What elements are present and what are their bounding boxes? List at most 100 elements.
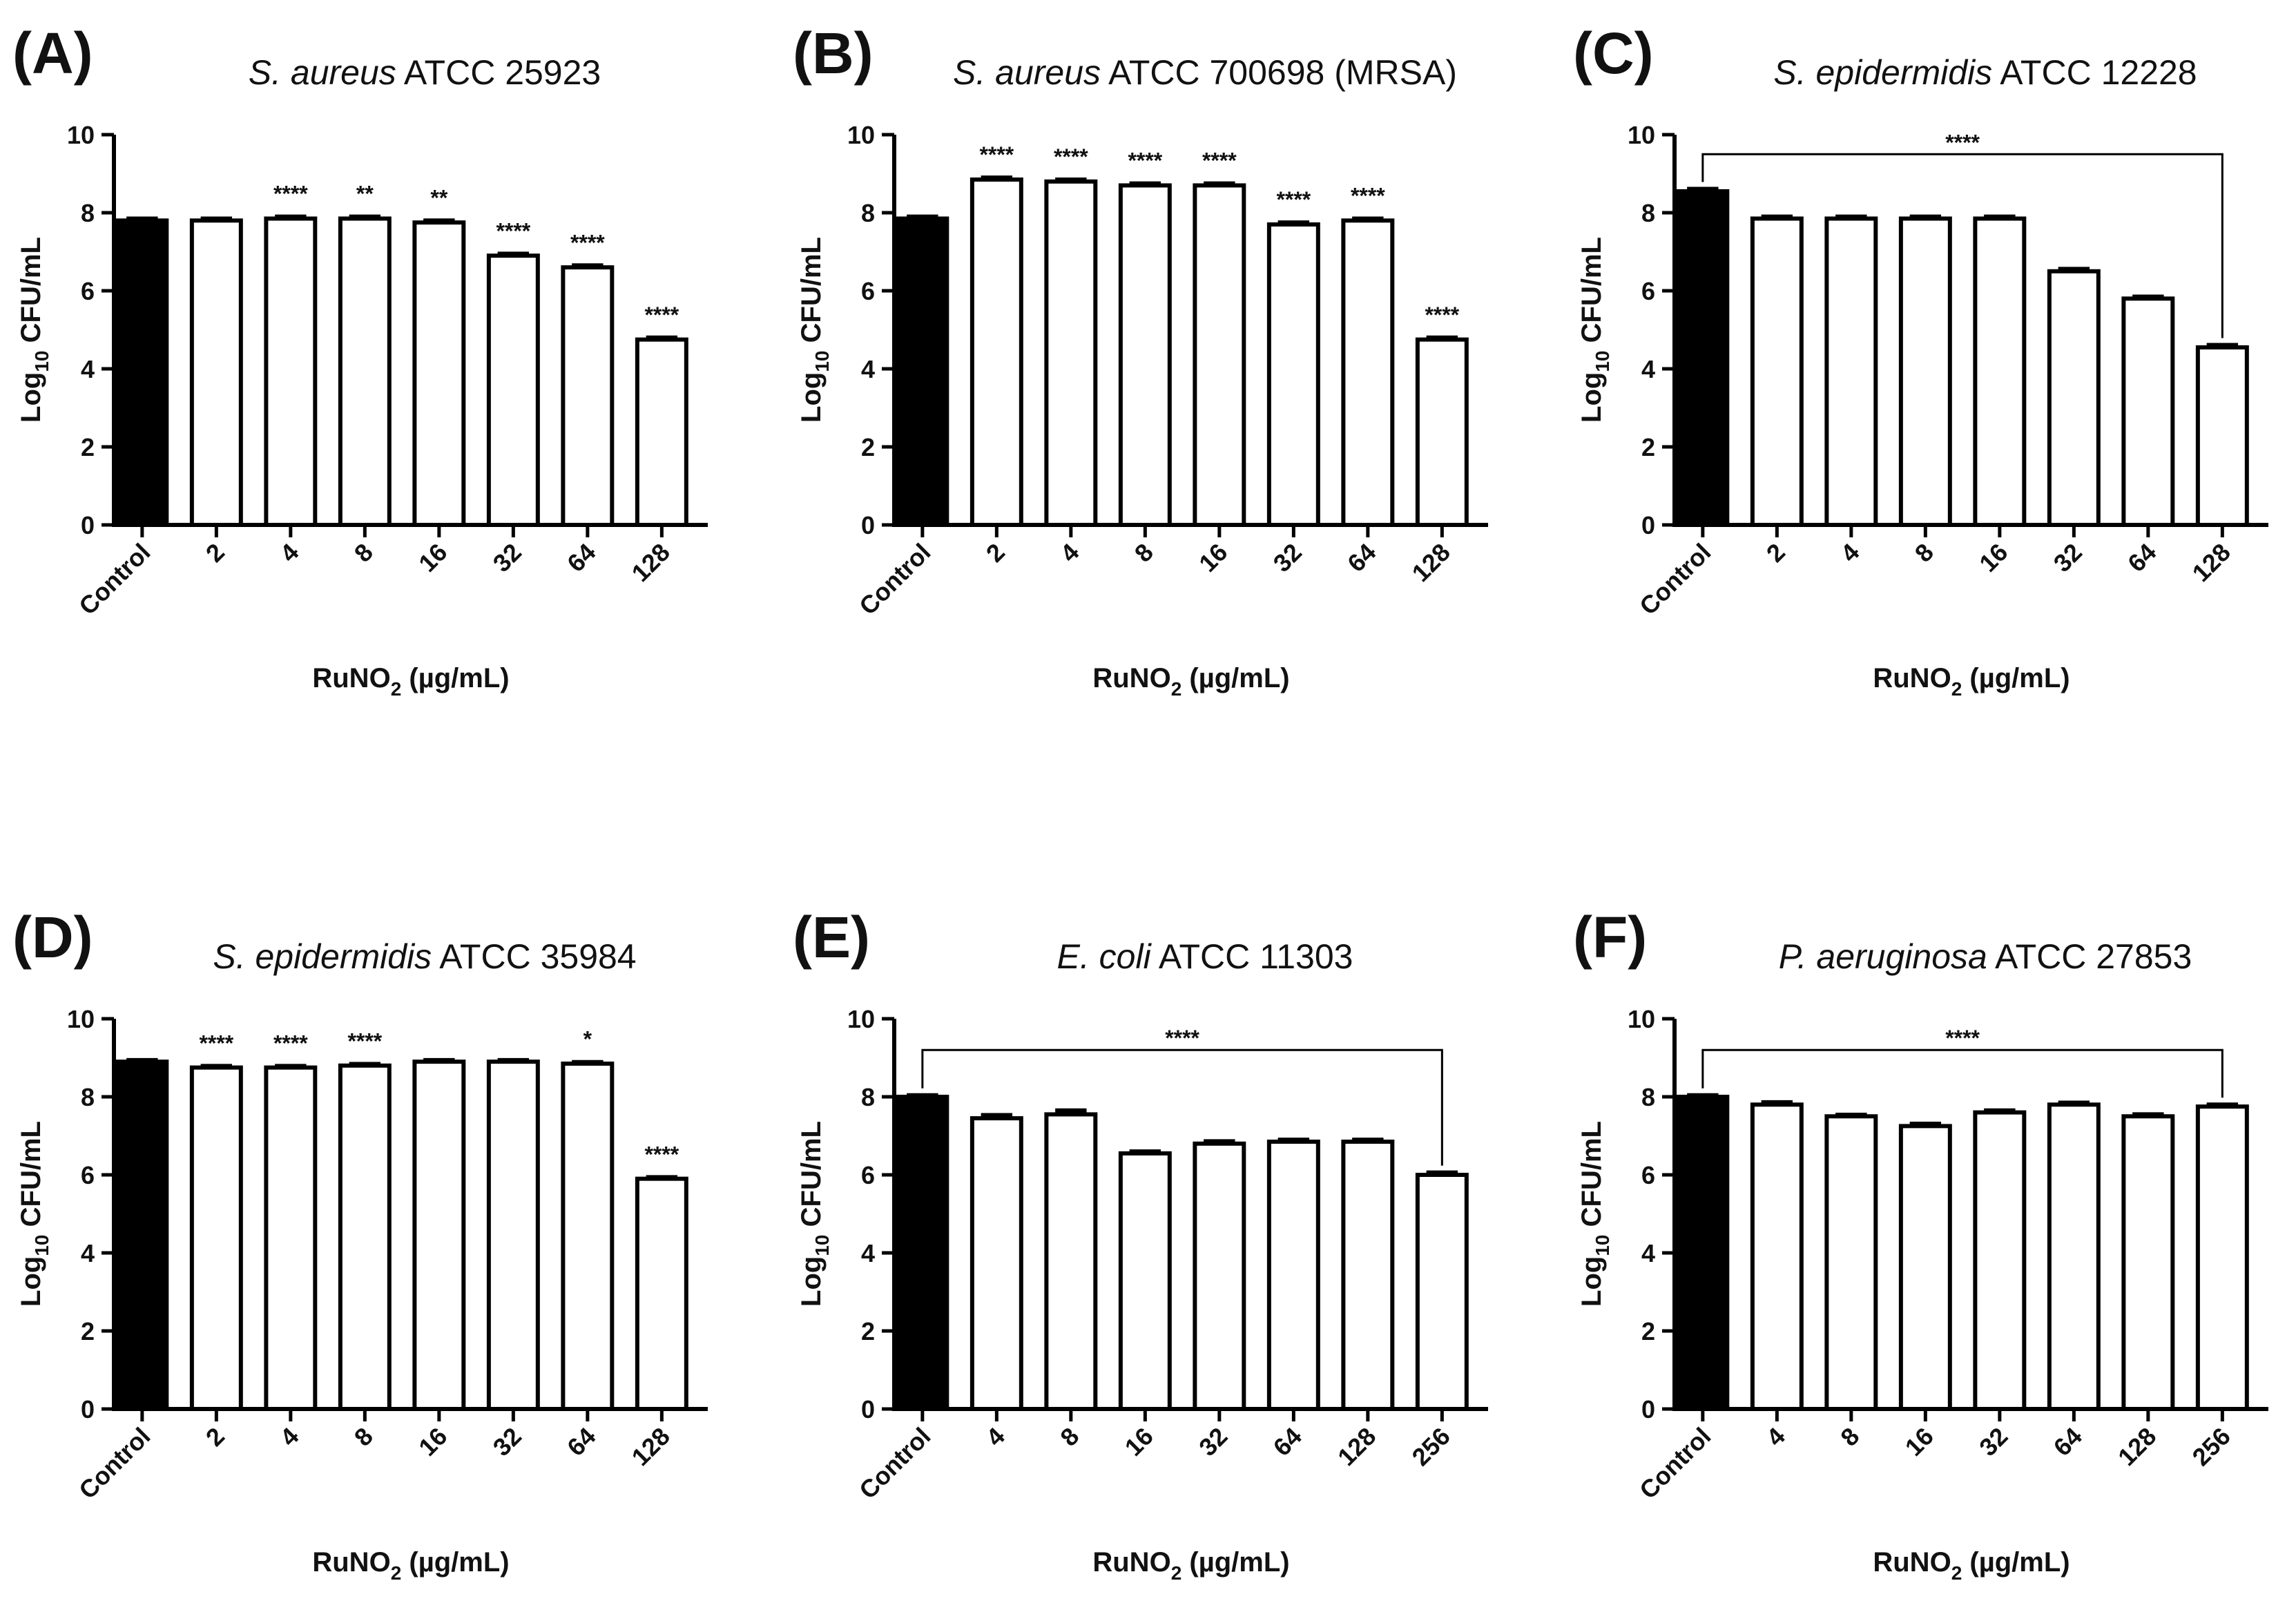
- y-axis-title-rest: CFU/mL: [796, 237, 827, 350]
- y-axis-title-sub: 10: [811, 1234, 833, 1256]
- bar: [2047, 269, 2101, 527]
- y-tick-label: 4: [1641, 1239, 1655, 1267]
- chart-title-strain: ATCC 12228: [1992, 53, 2197, 92]
- x-axis-title-main: RuNO: [312, 1547, 390, 1578]
- y-tick-label: 2: [81, 433, 95, 461]
- x-tick-label: 32: [488, 538, 527, 577]
- x-axis-title-main: RuNO: [1092, 663, 1170, 693]
- bar: [412, 220, 466, 527]
- x-axis-title-sub: 2: [1171, 678, 1182, 700]
- y-tick-label: 6: [861, 1161, 875, 1189]
- x-tick-label: 2: [200, 1422, 230, 1452]
- x-tick-label: Control: [853, 538, 936, 620]
- y-tick-label: 10: [847, 1005, 875, 1033]
- x-tick-label: 32: [1974, 1422, 2013, 1461]
- chart-panel-c: (C) S. epidermidis ATCC 122280246810Log10…: [1573, 21, 2268, 700]
- bar: [338, 216, 392, 527]
- chart-title-species: E. coli: [1057, 937, 1152, 976]
- x-tick-label: 8: [349, 538, 378, 568]
- x-tick-label: 64: [561, 538, 601, 577]
- bar: [1044, 1112, 1098, 1412]
- x-axis-title-sub: 2: [391, 1562, 402, 1584]
- x-tick-label: 128: [1332, 1422, 1381, 1471]
- x-axis-title-main: RuNO: [1092, 1547, 1170, 1578]
- y-axis-title-sub: 10: [31, 350, 52, 372]
- bar: [189, 1065, 243, 1411]
- bar: [338, 1063, 392, 1412]
- y-axis-title-rest: CFU/mL: [16, 237, 46, 350]
- y-axis-title-main: Log: [1576, 372, 1607, 423]
- x-axis-title: RuNO2 (µg/mL): [1092, 663, 1289, 700]
- y-tick-label: 2: [861, 433, 875, 461]
- x-axis-title-main: RuNO: [1873, 1547, 1951, 1578]
- y-tick-label: 10: [1628, 1005, 1655, 1033]
- bar: [2195, 345, 2249, 527]
- significance-label: **: [430, 185, 447, 210]
- significance-label: ****: [1276, 187, 1311, 212]
- x-tick-label: 64: [561, 1422, 601, 1461]
- chart-title-species: S. aureus: [953, 53, 1101, 92]
- y-tick-label: 0: [861, 1395, 875, 1423]
- chart-panel-f: (F) P. aeruginosa ATCC 278530246810Log10 …: [1573, 905, 2268, 1584]
- y-axis-title-main: Log: [16, 372, 46, 423]
- chart-title: S. epidermidis ATCC 12228: [1773, 53, 2197, 92]
- significance-label: ****: [979, 142, 1014, 167]
- chart-title-strain: ATCC 35984: [432, 937, 636, 976]
- significance-label: ****: [1202, 148, 1237, 173]
- bar: [969, 1116, 1023, 1411]
- significance-label: ****: [1128, 148, 1162, 173]
- x-axis-title-sub: 2: [1951, 1562, 1962, 1584]
- y-tick-label: 6: [81, 277, 95, 305]
- x-axis-title-main: RuNO: [1873, 663, 1951, 693]
- chart-title-species: S. epidermidis: [213, 937, 432, 976]
- bar: [2047, 1102, 2101, 1412]
- y-tick-label: 8: [81, 1083, 95, 1111]
- x-tick-label: 32: [1193, 1422, 1233, 1461]
- x-tick-label: 4: [1761, 1422, 1791, 1452]
- x-tick-label: 128: [626, 538, 675, 587]
- x-axis-title-sub: 2: [1171, 1562, 1182, 1584]
- y-axis-title: Log10 CFU/mL: [16, 237, 52, 423]
- significance-label: ****: [570, 230, 605, 255]
- x-axis-title: RuNO2 (µg/mL): [312, 1547, 509, 1584]
- x-tick-label: 4: [1054, 538, 1084, 568]
- bar: [561, 265, 615, 527]
- x-tick-label: 8: [349, 1422, 378, 1452]
- chart-title: E. coli ATCC 11303: [1057, 937, 1353, 976]
- significance-bracket: [1701, 153, 2223, 338]
- chart-title-strain: ATCC 27853: [1987, 937, 2192, 976]
- y-tick-label: 0: [1641, 511, 1655, 539]
- significance-label: ****: [199, 1030, 233, 1055]
- y-tick-label: 10: [1628, 121, 1655, 149]
- bar: [1193, 183, 1246, 527]
- x-tick-label: 128: [626, 1422, 675, 1471]
- x-axis-title-units: (µg/mL): [401, 1547, 509, 1578]
- x-tick-label: 16: [1900, 1422, 1939, 1461]
- y-tick-label: 4: [1641, 355, 1655, 383]
- y-axis-title-rest: CFU/mL: [1576, 1121, 1607, 1234]
- y-tick-label: 0: [1641, 1395, 1655, 1423]
- y-tick-label: 0: [81, 511, 95, 539]
- x-axis-title-units: (µg/mL): [401, 663, 509, 693]
- x-tick-label: 128: [1407, 538, 1456, 587]
- x-tick-label: 16: [1119, 1422, 1159, 1461]
- bar: [1341, 1139, 1395, 1411]
- y-tick-label: 8: [861, 1083, 875, 1111]
- y-tick-label: 6: [81, 1161, 95, 1189]
- bar: [969, 177, 1023, 527]
- x-axis-title: RuNO2 (µg/mL): [1092, 1547, 1289, 1584]
- significance-label: *: [583, 1027, 592, 1052]
- chart-panel-b: (B) S. aureus ATCC 700698 (MRSA)0246810Lo…: [793, 21, 1488, 700]
- y-tick-label: 4: [81, 355, 95, 383]
- bar: [1824, 1114, 1878, 1411]
- bracket-label: ****: [1165, 1026, 1199, 1051]
- x-tick-label: 32: [2048, 538, 2087, 577]
- panel-label: (D): [12, 905, 93, 970]
- y-tick-label: 10: [847, 121, 875, 149]
- x-tick-label: 8: [1909, 538, 1939, 568]
- bar: [1973, 216, 2027, 527]
- bar: [1750, 1102, 1804, 1412]
- x-axis-title-units: (µg/mL): [1962, 1547, 2070, 1578]
- bar: [635, 1176, 688, 1412]
- bar: [1824, 216, 1878, 527]
